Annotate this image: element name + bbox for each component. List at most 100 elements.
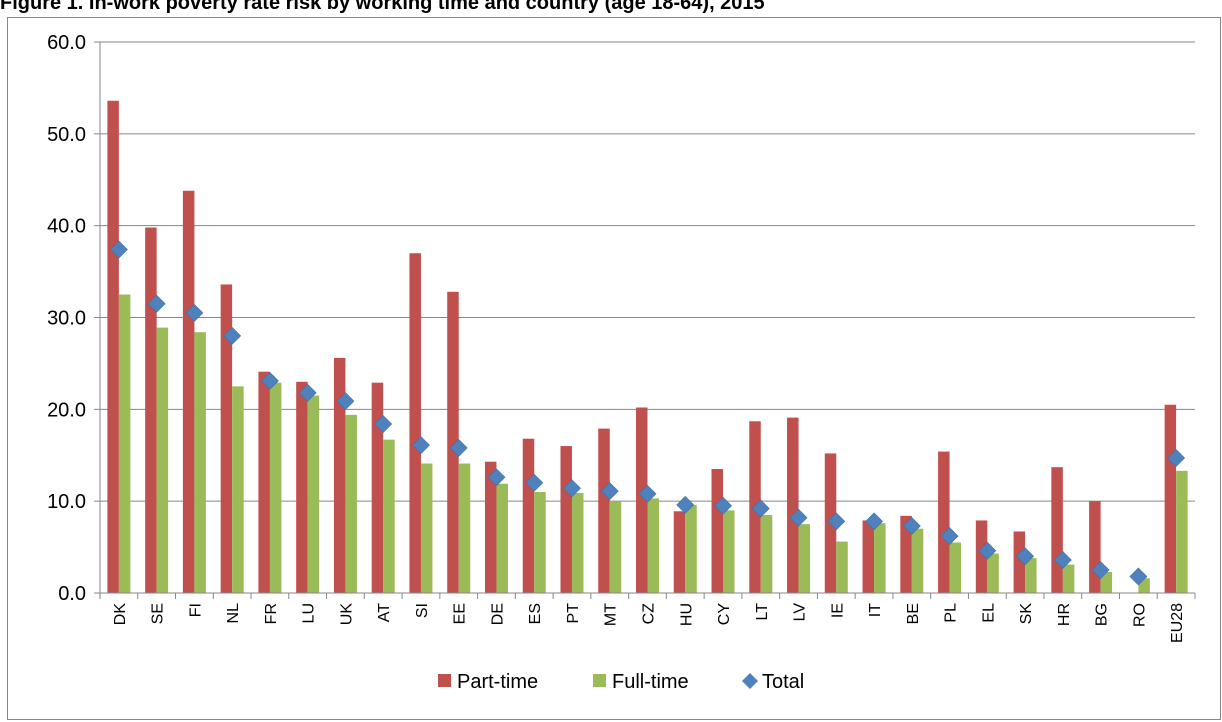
bar-full-time <box>1025 558 1037 593</box>
marker-total <box>789 508 808 527</box>
marker-total <box>940 527 959 545</box>
bar-full-time <box>647 498 659 593</box>
bar-part-time <box>938 451 950 593</box>
bar-part-time <box>1051 467 1063 593</box>
x-tick-label: IT <box>867 603 884 617</box>
bars <box>107 100 1188 594</box>
x-tick-label: UK <box>338 603 355 626</box>
marker-total <box>449 438 468 457</box>
x-tick-label: LU <box>301 603 318 623</box>
bar-full-time <box>534 491 546 593</box>
legend-label: Part-time <box>457 671 538 693</box>
bar-part-time <box>107 100 119 594</box>
x-tick-label: NL <box>225 603 242 624</box>
bar-part-time <box>371 382 384 593</box>
legend-swatch-part-time <box>438 674 451 687</box>
marker-total <box>185 303 204 322</box>
legend-swatch-full-time <box>593 674 606 687</box>
bar-part-time <box>975 520 988 593</box>
marker-total <box>374 415 393 433</box>
x-tick-label: EU28 <box>1169 603 1186 643</box>
x-tick-label: DK <box>112 603 129 626</box>
bar-full-time <box>307 395 320 593</box>
y-tick-label: 60.0 <box>47 32 86 54</box>
x-tick-label: CY <box>716 603 733 626</box>
marker-total <box>1053 551 1072 569</box>
bar-part-time <box>900 515 912 593</box>
bar-full-time <box>911 528 924 593</box>
bar-part-time <box>145 227 157 593</box>
chart-svg: 0.0 10.0 20.0 30.0 40.0 50.0 60.0 DK SE FI NL FR LU… <box>47 32 1196 693</box>
marker-total <box>223 326 242 345</box>
marker-total <box>638 484 657 503</box>
y-tick-label: 20.0 <box>47 399 86 421</box>
bar-part-time <box>296 381 308 593</box>
bar-full-time <box>345 414 357 593</box>
x-tick-label: CZ <box>641 603 658 625</box>
bar-full-time <box>685 504 697 593</box>
x-tick-label: MT <box>603 603 620 626</box>
bar-full-time <box>874 523 886 593</box>
marker-total <box>336 392 355 410</box>
bar-full-time <box>760 514 773 593</box>
bar-part-time <box>1089 501 1101 593</box>
marker-total <box>865 512 883 531</box>
bar-full-time <box>609 501 622 593</box>
bar-part-time <box>258 371 270 593</box>
y-tick-label: 40.0 <box>47 216 86 238</box>
marker-total <box>902 517 921 535</box>
bar-part-time <box>560 446 572 593</box>
x-tick-label: ES <box>527 603 544 624</box>
bar-full-time <box>1062 564 1075 593</box>
legend-swatch-total <box>742 673 758 689</box>
marker-total <box>827 512 846 531</box>
x-tick-label: SI <box>414 603 431 618</box>
x-tick-label: HR <box>1056 603 1073 626</box>
legend-label: Full-time <box>612 671 689 693</box>
marker-total <box>412 436 430 455</box>
bar-part-time <box>447 291 459 593</box>
axes <box>94 41 1195 594</box>
bar-full-time <box>1100 571 1113 593</box>
x-axis-ticks: DK SE FI NL FR LU UK AT SI EE DE ES PT MT CZ HU CY LT LV IE… <box>99 593 1196 643</box>
x-tick-label: HU <box>678 603 695 626</box>
x-tick-label: BE <box>905 603 922 624</box>
bar-full-time <box>1176 470 1188 593</box>
marker-total <box>600 482 619 500</box>
bar-full-time <box>949 542 962 593</box>
marker-total <box>978 541 997 560</box>
bar-full-time <box>118 294 131 593</box>
marker-total <box>751 499 770 518</box>
bar-part-time <box>598 428 610 593</box>
x-tick-label: EE <box>452 603 469 624</box>
bar-full-time <box>383 439 395 593</box>
x-tick-label: IE <box>829 603 846 618</box>
marker-total <box>714 496 732 515</box>
bar-part-time <box>787 417 799 593</box>
bar-full-time <box>987 553 999 593</box>
marker-total <box>1016 547 1035 566</box>
bar-full-time <box>194 332 206 593</box>
bar-full-time <box>571 492 584 593</box>
x-tick-label: SE <box>150 603 167 624</box>
marker-total <box>260 371 279 390</box>
marker-total <box>525 473 544 492</box>
bar-part-time <box>636 407 648 593</box>
bar-part-time <box>673 511 686 593</box>
bar-part-time <box>862 520 875 593</box>
y-tick-label: 10.0 <box>47 491 86 513</box>
bar-full-time <box>420 463 433 593</box>
bar-part-time <box>711 469 724 593</box>
marker-total <box>109 240 128 259</box>
bar-part-time <box>1164 404 1177 593</box>
marker-total <box>1167 449 1186 467</box>
x-tick-label: EL <box>980 603 997 623</box>
bar-full-time <box>232 386 244 593</box>
marker-total <box>1091 561 1110 579</box>
bar-part-time <box>333 357 346 593</box>
marker-total <box>487 468 506 487</box>
gridlines <box>100 41 1195 502</box>
bar-part-time <box>1013 531 1026 593</box>
x-tick-label: DE <box>489 603 506 625</box>
y-tick-label: 30.0 <box>47 308 86 330</box>
